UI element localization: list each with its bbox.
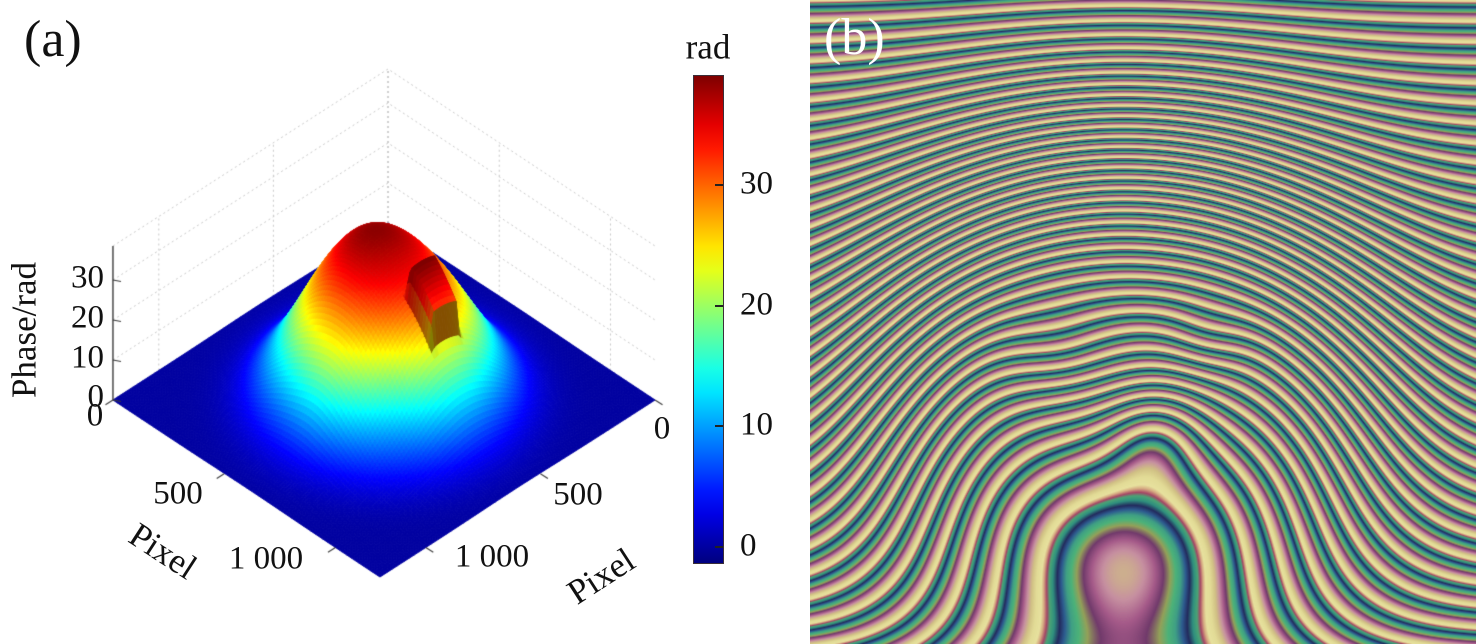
panel-b-label: (b): [824, 9, 885, 66]
y-axis-tick-1000: 1 000: [454, 538, 530, 575]
colorbar-tick-mark: [715, 183, 723, 186]
colorbar-tick-20: 20: [740, 286, 773, 323]
z-axis-tick-0: 0: [87, 378, 105, 415]
colorbar-tick-30: 30: [740, 165, 773, 202]
y-axis-tick-500: 500: [553, 476, 603, 513]
x-axis-tick-500: 500: [153, 475, 203, 512]
colorbar-tick-mark: [715, 546, 723, 549]
z-axis-tick-10: 10: [71, 339, 104, 376]
colorbar-title: rad: [685, 27, 731, 67]
colorbar-tick-10: 10: [740, 406, 773, 443]
colorbar-tick-mark: [715, 304, 723, 307]
x-axis-tick-1000: 1 000: [228, 540, 304, 577]
z-axis-tick-20: 20: [71, 299, 104, 336]
colorbar: [693, 75, 724, 564]
x-axis-tick-0: 0: [86, 397, 104, 434]
fringe-pattern-canvas: [810, 0, 1476, 644]
colorbar-tick-mark: [715, 425, 723, 428]
z-axis-title: Phase/rad: [4, 261, 44, 399]
z-axis-tick-30: 30: [71, 259, 104, 296]
surface-plot-canvas: [0, 0, 810, 644]
colorbar-tick-0: 0: [740, 527, 757, 564]
panel-a-label: (a): [24, 11, 82, 68]
y-axis-tick-0: 0: [653, 410, 671, 447]
